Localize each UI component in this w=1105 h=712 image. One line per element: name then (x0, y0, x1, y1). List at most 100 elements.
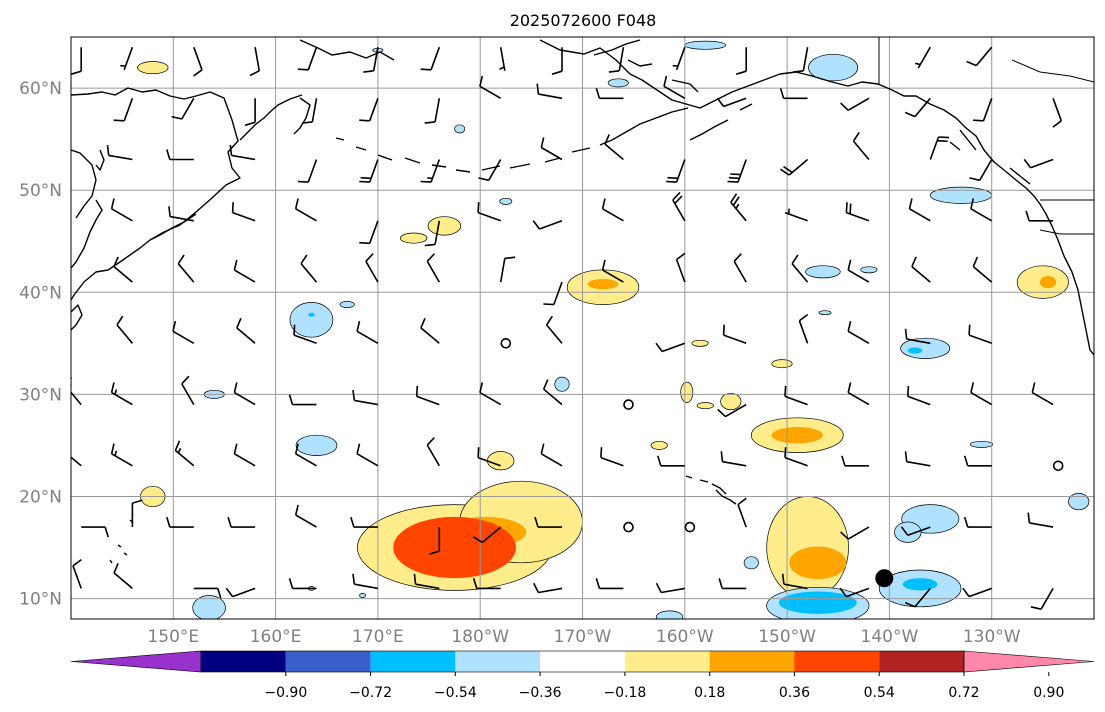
wind-barb (426, 436, 440, 467)
negative-anomaly-region (554, 376, 570, 392)
wind-barb (71, 47, 82, 75)
wind-barb (288, 578, 317, 590)
wind-barb (477, 447, 501, 467)
wind-barb (962, 587, 992, 598)
wind-barb (81, 526, 109, 538)
positive-anomaly-region (691, 339, 709, 347)
positive-anomaly-region (771, 427, 823, 444)
longitude-label: 130°W (963, 627, 1021, 647)
wind-barb (1023, 158, 1054, 169)
colorbar-segment (455, 651, 541, 672)
wind-barb (350, 516, 378, 528)
colorbar-tick-label: 0.36 (779, 685, 810, 701)
longitude-labels: 150°E 160°E 170°E 180°W 170°W 160°W 150°W 140°W… (147, 627, 1020, 647)
negative-anomaly-region (655, 610, 684, 619)
wind-barb (970, 198, 993, 222)
negative-anomaly-region (607, 78, 629, 88)
wind-barb (963, 516, 992, 528)
positive-anomaly-region (393, 516, 516, 579)
wind-barb (174, 440, 195, 467)
negative-anomaly-region (499, 197, 513, 205)
wind-barb (479, 75, 502, 99)
positive-anomaly-region (400, 232, 428, 244)
wind-barb (177, 254, 195, 283)
wind-barb (233, 259, 256, 283)
colorbar-segment (709, 651, 795, 672)
wind-barb (71, 377, 82, 406)
wind-barb (973, 98, 993, 122)
wind-barb (727, 159, 747, 183)
wind-barb (784, 447, 808, 467)
negative-anomaly-region (743, 556, 759, 570)
colorbar-tick-label: 0.18 (694, 685, 725, 701)
wind-barb (735, 47, 747, 75)
wind-barb (181, 375, 195, 405)
wind-barb (904, 587, 931, 608)
wind-barb (71, 456, 82, 467)
map-frame (70, 36, 1095, 620)
positive-anomaly-region (137, 61, 169, 75)
longitude-label: 170°E (352, 627, 404, 647)
wind-barb (426, 253, 440, 283)
negative-anomaly-region (907, 347, 923, 354)
wind-barb (365, 253, 379, 283)
wind-barb (233, 443, 256, 467)
negative-anomaly-region (894, 521, 922, 543)
wind-barb (534, 516, 562, 528)
wind-barb (193, 46, 203, 77)
wind-barb (1031, 382, 1054, 406)
wind-barb (601, 198, 624, 222)
latitude-label: 40°N (19, 283, 62, 303)
longitude-label: 170°W (554, 627, 612, 647)
chart-title: 2025072600 F048 (510, 11, 657, 30)
positive-anomaly-region (696, 402, 714, 410)
negative-anomaly-region (778, 591, 857, 614)
longitude-label: 140°W (861, 627, 919, 647)
wind-barb (415, 385, 440, 406)
wind-barb (297, 159, 318, 183)
colorbar-segment (879, 651, 964, 672)
wind-barb (288, 394, 317, 406)
colorbar-segment (540, 651, 625, 672)
wind-barb (106, 144, 133, 161)
wind-barb (300, 254, 318, 283)
wind-barb (604, 134, 624, 161)
colorbar-extend-low (70, 650, 202, 673)
wind-barb (608, 47, 625, 73)
positive-anomaly-region (720, 392, 742, 411)
wind-barb (540, 137, 563, 161)
latitude-label: 30°N (19, 385, 62, 405)
wind-barb (172, 321, 195, 344)
wind-barb (657, 455, 685, 467)
wind-barb (193, 587, 222, 599)
wind-barb (666, 159, 686, 183)
colorbar-segment (201, 651, 286, 672)
wind-barb (294, 198, 317, 222)
colorbar-tick-label: 0.90 (1033, 685, 1064, 701)
latitude-labels: 10°N 20°N 30°N 40°N 50°N 60°N (19, 79, 62, 609)
positive-anomaly-region (427, 216, 462, 236)
wind-barb (171, 97, 195, 120)
wind-barb (479, 382, 502, 406)
wind-barb (966, 46, 993, 67)
longitude-label: 160°W (656, 627, 714, 647)
wind-barb (968, 324, 992, 345)
wind-barb (356, 443, 379, 467)
negative-anomaly-region (805, 265, 841, 279)
wind-barb (472, 578, 501, 590)
wind-barb (110, 382, 133, 406)
political-borders (878, 37, 1094, 235)
wind-barb (113, 98, 134, 122)
wind-barb (798, 313, 809, 344)
wind-barb (717, 403, 747, 418)
colorbar-segment (624, 651, 710, 672)
wind-barb (595, 88, 624, 100)
wind-barb (113, 256, 133, 283)
wind-barb (1052, 98, 1063, 128)
calm-wind-marker (684, 521, 696, 533)
wind-barb (352, 573, 379, 590)
wind-barb (737, 497, 747, 528)
positive-anomaly-region (1039, 276, 1057, 289)
wind-barb (852, 131, 870, 161)
